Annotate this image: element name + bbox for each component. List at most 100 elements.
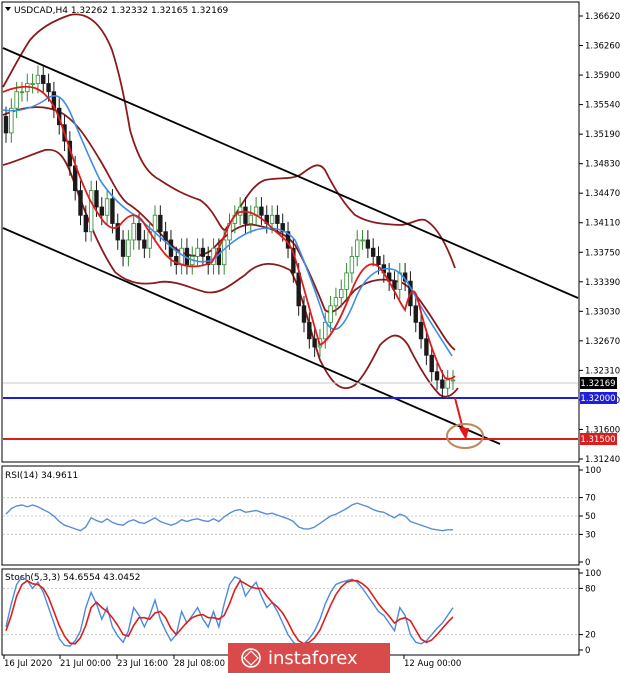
candle-body bbox=[110, 198, 115, 224]
candle-body bbox=[259, 206, 264, 216]
stoch-label: Stoch(5,3,3) 54.6554 43.0452 bbox=[5, 573, 140, 583]
stoch-panel: Stoch(5,3,3) 54.6554 43.0452 100 80 20 0 bbox=[1, 568, 601, 656]
price-y-tick-label: 1.32310 bbox=[585, 366, 620, 376]
candle-body bbox=[30, 83, 35, 85]
candle-body bbox=[307, 321, 312, 340]
candle-body bbox=[344, 272, 349, 290]
candle-body bbox=[424, 338, 429, 356]
candle-body bbox=[120, 239, 126, 257]
watermark-text: instaforex bbox=[268, 648, 358, 669]
candle-body bbox=[445, 379, 450, 389]
price-y-tick-label: 1.34470 bbox=[585, 189, 620, 199]
candle-body bbox=[179, 247, 184, 266]
candle-body bbox=[83, 214, 89, 233]
x-tick-label: 23 Jul 16:00 bbox=[117, 659, 168, 669]
price-y-tick-label: 1.35540 bbox=[585, 101, 620, 111]
stoch-y-tick-label: 80 bbox=[585, 584, 596, 594]
svg-text:1.31500: 1.31500 bbox=[580, 435, 615, 445]
candle-body bbox=[131, 223, 136, 241]
price-y-tick-label: 1.31240 bbox=[585, 455, 620, 465]
price-y-tick-label: 1.33030 bbox=[585, 307, 620, 317]
time-x-axis: 16 Jul 2020 21 Jul 00:00 23 Jul 16:00 28 Ju… bbox=[3, 655, 461, 669]
dropdown-triangle-icon[interactable] bbox=[5, 7, 11, 11]
stoch-y-axis: 100 80 20 0 bbox=[3, 569, 601, 656]
candle-body bbox=[349, 256, 355, 274]
candle-body bbox=[301, 305, 307, 323]
candle-body bbox=[243, 206, 248, 224]
rsi-y-tick-label: 0 bbox=[585, 558, 590, 568]
symbol-info: USDCAD,H4 1.32262 1.32332 1.32165 1.3216… bbox=[14, 6, 229, 16]
candle-body bbox=[195, 247, 200, 257]
candle-body bbox=[126, 239, 131, 257]
price-y-tick-label: 1.32670 bbox=[585, 337, 620, 347]
x-tick-label: 28 Jul 08:00 bbox=[174, 659, 225, 669]
candle-body bbox=[392, 280, 397, 290]
candle-body bbox=[9, 107, 14, 134]
candle-body bbox=[248, 214, 253, 224]
candle-body bbox=[35, 74, 41, 84]
candle-body bbox=[440, 379, 445, 389]
price-y-tick-label: 1.34830 bbox=[585, 160, 620, 170]
candle-body bbox=[19, 91, 25, 94]
x-tick-label: 16 Jul 2020 bbox=[4, 659, 52, 669]
svg-text:1.32169: 1.32169 bbox=[580, 379, 615, 389]
watermark-box bbox=[228, 643, 390, 673]
rsi-y-axis: 100 70 50 30 0 bbox=[3, 466, 601, 568]
candle-body bbox=[142, 239, 147, 249]
moving-average-slow bbox=[2, 95, 453, 357]
rsi-y-tick-label: 100 bbox=[585, 466, 601, 476]
candle-body bbox=[429, 354, 434, 373]
candle-body bbox=[3, 116, 9, 134]
candle-body bbox=[104, 198, 110, 216]
svg-text:1.32000: 1.32000 bbox=[580, 394, 615, 404]
price-y-tick-label: 1.35190 bbox=[585, 130, 620, 140]
price-y-tick-label: 1.33390 bbox=[585, 278, 620, 288]
price-y-tick-label: 1.36620 bbox=[585, 12, 620, 22]
target-circle bbox=[446, 423, 484, 449]
rsi-panel-frame bbox=[1, 465, 580, 566]
candle-body bbox=[360, 239, 365, 242]
candle-body bbox=[365, 239, 371, 249]
rsi-y-tick-label: 70 bbox=[585, 494, 596, 504]
candle-body bbox=[221, 239, 227, 266]
price-y-tick-label: 1.34110 bbox=[585, 219, 620, 229]
candle-body bbox=[136, 223, 142, 241]
candle-body bbox=[333, 297, 339, 307]
stoch-y-tick-label: 20 bbox=[585, 631, 596, 641]
candle-body bbox=[296, 272, 301, 307]
price-y-tick-label: 1.35900 bbox=[585, 71, 620, 81]
candle-body bbox=[434, 371, 440, 381]
candle-body bbox=[174, 256, 179, 266]
candle-body bbox=[355, 239, 360, 257]
level-2-price-label: 1.31500 bbox=[580, 433, 617, 445]
price-y-tick-label: 1.33750 bbox=[585, 248, 620, 258]
price-panel: USDCAD,H4 1.32262 1.32332 1.32165 1.3216… bbox=[1, 1, 620, 465]
candle-body bbox=[269, 214, 275, 224]
x-tick-label: 21 Jul 00:00 bbox=[60, 659, 111, 669]
candle-body bbox=[413, 305, 418, 323]
candle-body bbox=[328, 305, 333, 323]
watermark: instaforex bbox=[228, 643, 390, 673]
rsi-panel: RSI(14) 34.9611 100 70 50 30 0 bbox=[1, 465, 601, 568]
candle-body bbox=[200, 247, 206, 257]
price-y-tick-label: 1.36260 bbox=[585, 42, 620, 52]
stoch-y-tick-label: 100 bbox=[585, 569, 601, 579]
level-1-price-label: 1.32000 bbox=[580, 392, 617, 404]
candle-body bbox=[46, 83, 51, 93]
rsi-y-tick-label: 50 bbox=[585, 512, 596, 522]
candle-body bbox=[450, 379, 456, 382]
candle-body bbox=[275, 214, 280, 224]
current-price-label: 1.32169 bbox=[580, 377, 617, 389]
channel-lower-line bbox=[2, 227, 501, 445]
bollinger-upper bbox=[2, 13, 456, 269]
candlestick-series bbox=[3, 65, 456, 399]
candle-body bbox=[115, 223, 120, 241]
candle-body bbox=[14, 91, 19, 109]
candle-body bbox=[163, 231, 168, 241]
projection-arrow-head-icon bbox=[459, 428, 469, 440]
candle-body bbox=[370, 247, 376, 257]
candle-body bbox=[94, 190, 99, 208]
candle-body bbox=[418, 321, 424, 340]
rsi-label: RSI(14) 34.9611 bbox=[5, 471, 78, 481]
